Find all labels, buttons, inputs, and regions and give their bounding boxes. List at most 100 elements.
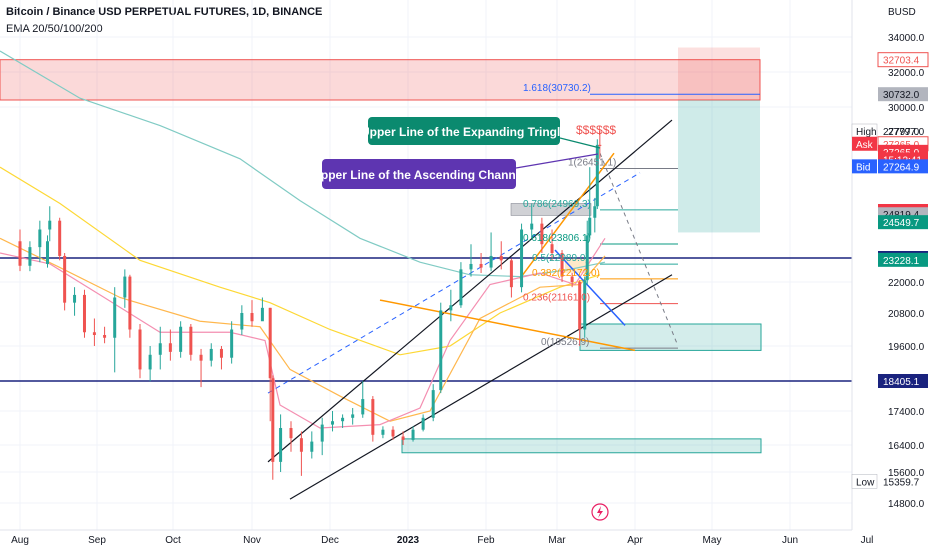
x-tick-label: Nov: [243, 535, 261, 546]
candle: [268, 307, 272, 379]
candle: [421, 417, 425, 430]
candle: [550, 244, 554, 254]
price-badge-text: 27264.9: [883, 162, 920, 173]
expanding-triangle-lower: [379, 299, 636, 352]
indicator-label: EMA 20/50/100/200: [6, 23, 103, 35]
candle: [58, 220, 62, 256]
stop-loss-box: [678, 47, 760, 100]
demand-zone-lower: [401, 438, 762, 454]
callout-purple-text: Upper Line of the Ascending Channel: [312, 168, 526, 182]
candle: [598, 144, 602, 146]
ema-50-line: [0, 237, 606, 422]
price-badge-prefix: [851, 474, 878, 489]
y-tick-label: 19600.0: [888, 342, 925, 353]
lightning-icon: [591, 503, 609, 521]
callout-green: [368, 117, 560, 145]
y-tick-label: 17400.0: [888, 407, 925, 418]
candle: [199, 354, 203, 361]
money-annotation: $$$$$$: [576, 123, 616, 137]
candle: [341, 417, 345, 422]
y-tick-label: 32000.0: [888, 68, 925, 79]
candle: [499, 255, 503, 261]
price-badge: [878, 215, 928, 230]
candle: [310, 441, 314, 452]
fib-label-0: 1.618(30730.2): [523, 83, 591, 94]
candle: [250, 313, 254, 322]
candle: [48, 220, 52, 230]
candle: [189, 326, 193, 355]
candle: [583, 280, 587, 330]
price-badge-text: 32703.4: [883, 56, 920, 67]
candle: [92, 332, 96, 335]
candle: [578, 282, 582, 330]
x-tick-label: May: [703, 535, 722, 546]
candle: [128, 276, 132, 330]
y-tick-label: 20800.0: [888, 309, 925, 320]
candle: [595, 144, 599, 207]
candle: [230, 329, 234, 358]
candle: [63, 255, 67, 303]
price-badge: [878, 252, 928, 267]
price-badge: [878, 374, 928, 388]
x-tick-label: Sep: [88, 535, 106, 546]
dashed-path-line: [599, 153, 679, 347]
candle: [240, 313, 244, 330]
price-badge-text: 18405.1: [883, 377, 920, 388]
candle: [351, 414, 355, 418]
candle: [138, 329, 142, 370]
price-badge: [878, 87, 928, 102]
candle: [449, 305, 453, 311]
y-tick-label: 22000.0: [888, 278, 925, 289]
fib-label-2: 0.786(24969.3): [523, 199, 591, 210]
channel-lower-line: [289, 274, 673, 500]
candle: [331, 421, 335, 425]
fib-label-5: 0.382(22172.0): [532, 268, 600, 279]
price-badge-text: 30732.0: [883, 90, 920, 101]
candle: [38, 229, 42, 248]
lightning-icon-bolt: [597, 506, 603, 518]
candle: [593, 206, 597, 218]
candle: [103, 335, 107, 338]
chart-title: Bitcoin / Binance USD PERPETUAL FUTURES,…: [6, 6, 323, 18]
candle: [279, 428, 283, 462]
fib-label-1: 1(26451.1): [568, 158, 616, 169]
candle: [219, 348, 223, 358]
candle: [371, 399, 375, 435]
candle: [489, 255, 493, 268]
y-tick-label: 27797.0: [888, 127, 925, 138]
candle: [113, 297, 117, 338]
candle: [401, 436, 405, 440]
price-badge-text: 15359.7: [883, 477, 920, 488]
x-tick-label: Jul: [861, 535, 874, 546]
ema-100-line: [0, 166, 601, 356]
x-tick-label: Oct: [165, 535, 181, 546]
candle: [271, 378, 275, 462]
candle: [459, 269, 463, 306]
candle: [570, 276, 574, 282]
candle: [361, 399, 365, 415]
candles-group: [18, 130, 602, 480]
candle: [209, 348, 213, 361]
price-badge-text: 27797.0: [883, 127, 920, 138]
candle: [585, 235, 589, 281]
price-badge-prefix: [852, 136, 877, 151]
candle: [28, 247, 32, 266]
candle: [168, 343, 172, 352]
price-badge-prefix-text: Bid: [856, 162, 870, 173]
channel-mid-line: [267, 172, 641, 394]
candle: [320, 424, 324, 442]
price-badge-prefix-text: Ask: [856, 140, 874, 151]
fib-label-3: 0.618(23806.1): [523, 233, 591, 244]
candle: [381, 429, 385, 435]
x-tick-label: 2023: [397, 535, 420, 546]
channel-upper-line: [267, 119, 673, 463]
candle: [509, 260, 513, 288]
resistance-zone: [0, 59, 761, 101]
x-tick-label: Dec: [321, 535, 339, 546]
price-badge-prefix-text: High: [856, 127, 877, 138]
take-profit-box: [678, 100, 760, 233]
candle: [123, 276, 127, 298]
candle: [431, 390, 435, 418]
price-badge-text: 23228.1: [883, 256, 920, 267]
